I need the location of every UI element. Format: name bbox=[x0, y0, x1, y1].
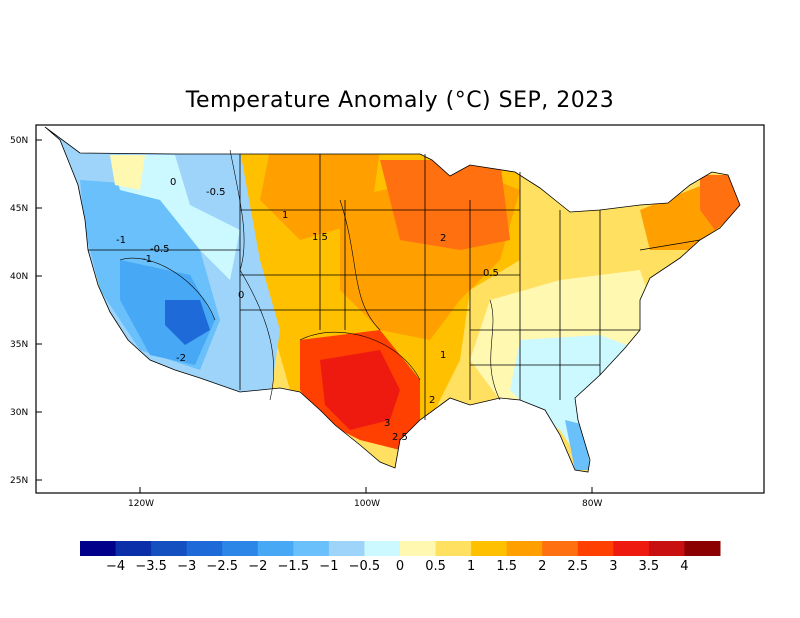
map-frame bbox=[35, 124, 765, 494]
region-texas-core bbox=[320, 350, 400, 430]
contour-label: 0 bbox=[238, 290, 244, 301]
legend-label: 1 bbox=[467, 559, 475, 574]
legend-label: 2 bbox=[538, 559, 546, 574]
contour-labels: 0 -0.5 1 -1 -0.5 -1 1.5 2 0 0.5 -2 1 2 3… bbox=[116, 177, 499, 443]
legend-swatch bbox=[257, 541, 294, 556]
region-idaho-yellow bbox=[110, 155, 145, 190]
legend-label: 3.5 bbox=[639, 559, 660, 574]
legend-labels: −4 −3.5 −3 −2.5 −2 −1.5 −1 −0.5 0 0.5 1 1.5 2 2.5 3 3.5… bbox=[106, 559, 689, 574]
contour-label: 1.5 bbox=[312, 232, 328, 243]
legend-swatch bbox=[115, 541, 152, 556]
map-title: Temperature Anomaly (°C) SEP, 2023 bbox=[185, 88, 615, 113]
legend-swatch bbox=[613, 541, 650, 556]
legend-label: −1.5 bbox=[278, 559, 310, 574]
contour-label: 1 bbox=[282, 210, 288, 221]
legend-swatch bbox=[293, 541, 330, 556]
contour-label: 2 bbox=[440, 233, 446, 244]
legend-label: 2.5 bbox=[567, 559, 588, 574]
region-upper-midwest-red bbox=[380, 160, 510, 250]
lat-tick-label: 40N bbox=[10, 272, 28, 282]
legend-label: 3 bbox=[609, 559, 617, 574]
lat-tick-label: 45N bbox=[10, 204, 28, 214]
lon-tick-label: 120W bbox=[128, 499, 154, 509]
lat-tick-label: 25N bbox=[10, 476, 28, 486]
lon-axis: 120W 100W 80W bbox=[128, 487, 602, 509]
lat-tick-label: 50N bbox=[10, 136, 28, 146]
legend-swatch bbox=[80, 541, 117, 556]
contour-label: -0.5 bbox=[206, 187, 226, 198]
contour-label: 2.5 bbox=[392, 432, 408, 443]
legend-label: −2.5 bbox=[206, 559, 238, 574]
contour-label: 3 bbox=[384, 418, 390, 429]
contour-label: -2 bbox=[176, 353, 186, 364]
legend-swatch bbox=[648, 541, 685, 556]
legend-label: 0 bbox=[396, 559, 404, 574]
contour-label: 1 bbox=[440, 350, 446, 361]
legend-swatch bbox=[684, 541, 721, 556]
legend-swatch bbox=[151, 541, 188, 556]
legend-swatch bbox=[364, 541, 401, 556]
legend-swatch bbox=[471, 541, 508, 556]
anomaly-fill bbox=[45, 127, 740, 472]
legend-swatch bbox=[328, 541, 365, 556]
region-sw-core bbox=[165, 300, 210, 345]
legend-label: 1.5 bbox=[496, 559, 517, 574]
legend-label: −3 bbox=[177, 559, 196, 574]
lon-tick-label: 100W bbox=[354, 499, 380, 509]
legend-label: −3.5 bbox=[135, 559, 167, 574]
lon-tick-label: 80W bbox=[582, 499, 602, 509]
region-nw-neutral bbox=[110, 155, 240, 280]
legend-label: −0.5 bbox=[349, 559, 381, 574]
legend-swatch bbox=[435, 541, 472, 556]
legend-colorbar bbox=[80, 541, 721, 556]
lat-axis: 50N 45N 40N 35N 30N 25N bbox=[10, 136, 42, 486]
contour-label: 0 bbox=[170, 177, 176, 188]
legend-label: 0.5 bbox=[425, 559, 446, 574]
legend-label: −1 bbox=[319, 559, 338, 574]
contours bbox=[119, 149, 501, 401]
contour-label: -1 bbox=[116, 235, 126, 246]
legend-swatch bbox=[186, 541, 223, 556]
legend-swatch bbox=[222, 541, 259, 556]
lat-tick-label: 35N bbox=[10, 340, 28, 350]
contour-label: -0.5 bbox=[150, 244, 170, 255]
legend-swatch bbox=[506, 541, 543, 556]
legend-label: 4 bbox=[680, 559, 688, 574]
legend-label: −2 bbox=[248, 559, 267, 574]
legend-swatch bbox=[400, 541, 437, 556]
state-lines bbox=[88, 154, 701, 420]
legend-label: −4 bbox=[106, 559, 125, 574]
contour-label: 2 bbox=[429, 395, 435, 406]
legend-swatch bbox=[577, 541, 614, 556]
lat-tick-label: 30N bbox=[10, 408, 28, 418]
legend-swatch bbox=[542, 541, 579, 556]
contour-label: -1 bbox=[142, 254, 152, 265]
contour-label: 0.5 bbox=[483, 268, 499, 279]
boundaries bbox=[44, 126, 741, 473]
